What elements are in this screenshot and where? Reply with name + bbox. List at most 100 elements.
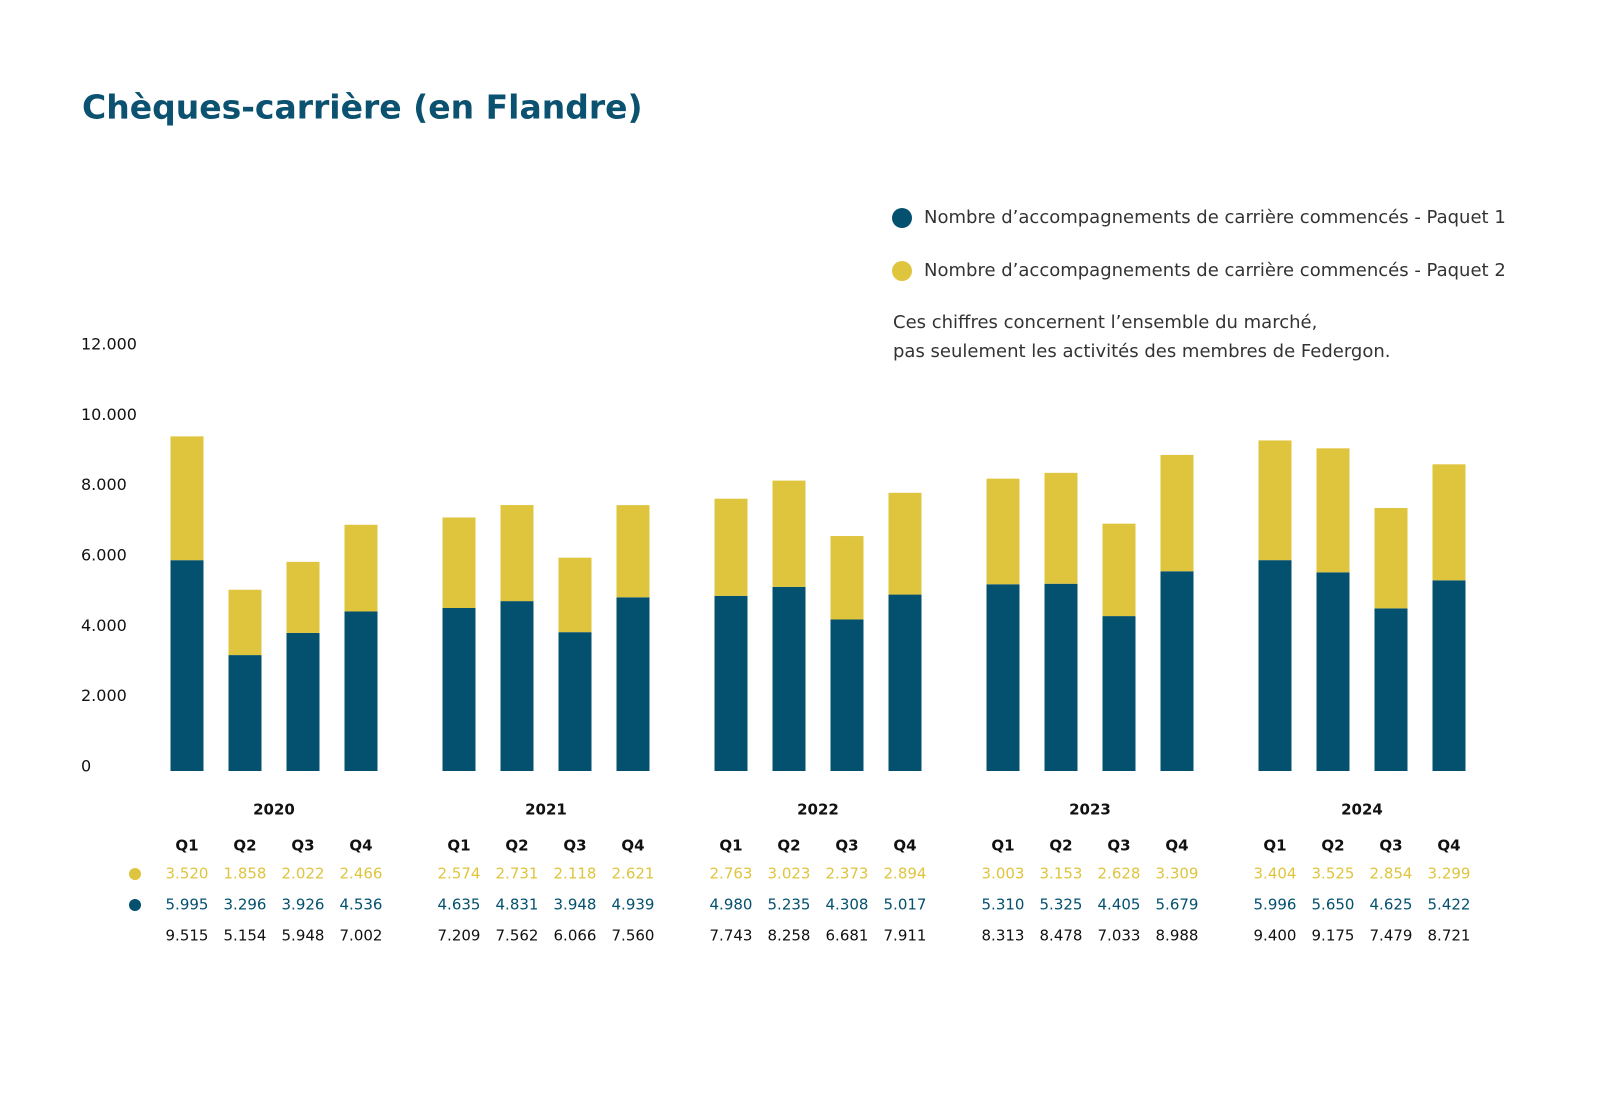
quarter-label: Q3 [1107,837,1130,855]
total-cell: 7.002 [340,927,383,945]
bar-segment [1160,454,1194,572]
value-cell: 2.894 [884,865,927,883]
bar-segment [616,505,650,598]
value-cell: 4.405 [1098,896,1141,914]
value-cell: 4.939 [612,896,655,914]
total-cell: 6.681 [826,927,869,945]
value-cell: 5.235 [768,896,811,914]
quarter-label: Q4 [349,837,372,855]
y-tick-label: 8.000 [81,475,127,494]
value-cell: 3.296 [224,896,267,914]
bar-segment [1258,560,1292,771]
quarter-label: Q1 [1263,837,1286,855]
value-cell: 3.520 [166,865,209,883]
value-cell: 3.948 [554,896,597,914]
quarter-label: Q3 [291,837,314,855]
value-cell: 2.763 [710,865,753,883]
value-cell: 4.536 [340,896,383,914]
value-cell: 2.574 [438,865,481,883]
year-label: 2023 [1069,801,1111,819]
value-cell: 2.118 [554,865,597,883]
value-cell: 5.679 [1156,896,1199,914]
bar-segment [1044,472,1078,584]
y-tick-label: 2.000 [81,686,127,705]
total-cell: 7.562 [496,927,539,945]
bar-segment [772,586,806,771]
value-cell: 2.621 [612,865,655,883]
bar-segment [500,505,534,602]
value-cell: 3.309 [1156,865,1199,883]
value-cell: 2.628 [1098,865,1141,883]
bar-segment [1316,448,1350,573]
bar-segment [170,436,204,561]
bar-segment [1258,440,1292,561]
bar-segment [616,597,650,771]
value-cell: 5.325 [1040,896,1083,914]
quarter-label: Q4 [621,837,644,855]
bar-segment [170,560,204,771]
total-cell: 9.400 [1254,927,1297,945]
total-cell: 7.479 [1370,927,1413,945]
total-cell: 7.209 [438,927,481,945]
value-cell: 3.404 [1254,865,1297,883]
value-cell: 4.625 [1370,896,1413,914]
total-cell: 7.911 [884,927,927,945]
value-cell: 2.731 [496,865,539,883]
total-cell: 8.478 [1040,927,1083,945]
quarter-label: Q2 [1049,837,1072,855]
total-cell: 5.948 [282,927,325,945]
bar-segment [228,655,262,771]
bar-segment [1102,523,1136,617]
bar-segment [500,601,534,771]
row-marker [129,868,141,880]
bar-segment [442,608,476,771]
row-marker [129,899,141,911]
value-cell: 3.926 [282,896,325,914]
value-cell: 5.995 [166,896,209,914]
value-cell: 2.466 [340,865,383,883]
year-label: 2024 [1341,801,1383,819]
total-cell: 6.066 [554,927,597,945]
quarter-label: Q4 [1165,837,1188,855]
y-tick-label: 10.000 [81,405,137,424]
total-cell: 7.560 [612,927,655,945]
bar-segment [1102,616,1136,771]
note-line: pas seulement les activités des membres … [893,341,1391,362]
total-cell: 8.313 [982,927,1025,945]
year-label: 2021 [525,801,567,819]
legend-marker [892,208,912,228]
bar-segment [1316,572,1350,771]
y-tick-label: 0 [81,757,91,776]
legend-label: Nombre d’accompagnements de carrière com… [924,207,1506,228]
y-tick-label: 6.000 [81,546,127,565]
bar-segment [714,595,748,771]
quarter-label: Q3 [563,837,586,855]
value-cell: 5.310 [982,896,1025,914]
value-cell: 2.854 [1370,865,1413,883]
total-cell: 8.721 [1428,927,1471,945]
value-cell: 3.023 [768,865,811,883]
bar-segment [344,524,378,612]
value-cell: 4.980 [710,896,753,914]
quarter-label: Q3 [1379,837,1402,855]
value-cell: 3.525 [1312,865,1355,883]
bar-segment [1044,583,1078,771]
quarter-label: Q2 [505,837,528,855]
quarter-label: Q2 [777,837,800,855]
bar-segment [1374,608,1408,771]
bar-segment [1432,464,1466,581]
bar-segment [344,611,378,771]
value-cell: 4.635 [438,896,481,914]
value-cell: 5.650 [1312,896,1355,914]
total-cell: 8.988 [1156,927,1199,945]
bar-segment [286,632,320,771]
value-cell: 3.003 [982,865,1025,883]
value-cell: 3.153 [1040,865,1083,883]
bar-segment [1160,571,1194,771]
bar-segment [1374,507,1408,609]
quarter-label: Q1 [991,837,1014,855]
bar-segment [442,517,476,609]
value-cell: 4.308 [826,896,869,914]
quarter-label: Q4 [893,837,916,855]
